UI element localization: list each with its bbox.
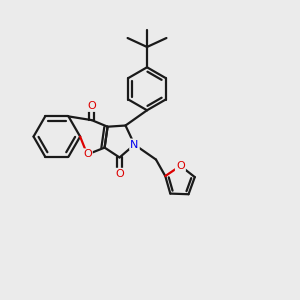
Text: O: O (87, 101, 96, 111)
Text: O: O (83, 149, 92, 160)
Text: N: N (130, 140, 139, 150)
Text: O: O (115, 169, 124, 179)
Text: O: O (176, 161, 185, 171)
